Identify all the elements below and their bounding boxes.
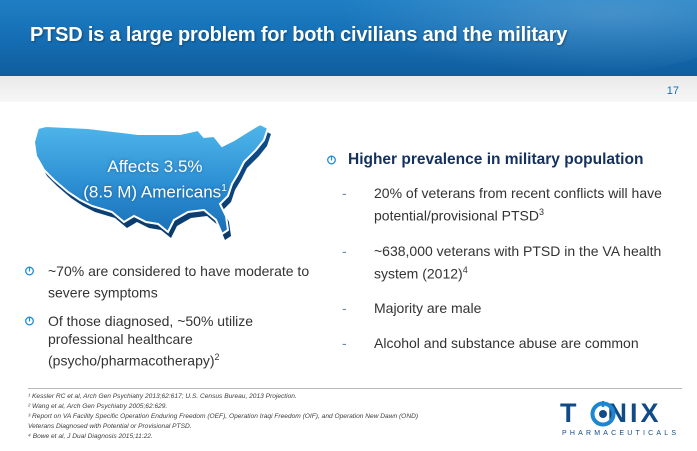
map-caption-line2-wrap: (8.5 M) Americans1 [28, 178, 282, 204]
main-point-text: Higher prevalence in military population [348, 151, 644, 168]
sub-point-text: Alcohol and substance abuse are common [374, 335, 639, 352]
logo-letters-nix: NIX [607, 398, 662, 428]
dash-bullet: - [342, 300, 347, 317]
sub-point-text: 20% of veterans from recent conflicts wi… [374, 185, 662, 224]
title-bar: PTSD is a large problem for both civilia… [0, 0, 697, 76]
usa-map: Affects 3.5% (8.5 M) Americans1 [28, 112, 282, 254]
slide-title: PTSD is a large problem for both civilia… [30, 24, 568, 46]
footnote: ³ Report on VA Facility Specific Operati… [28, 413, 419, 420]
list-item: Of those diagnosed, ~50% utilize profess… [25, 312, 325, 370]
footnote-divider [28, 388, 682, 389]
page-number: 17 [666, 85, 679, 97]
usa-map-icon [32, 122, 271, 240]
map-caption-line2: (8.5 M) Americans [83, 182, 222, 202]
sub-point-ref: 3 [538, 207, 544, 217]
map-caption-ref: 1 [221, 183, 227, 194]
map-caption: Affects 3.5% (8.5 M) Americans1 [28, 156, 282, 204]
bulb-bullet-icon [25, 266, 34, 276]
list-item: - Alcohol and substance abuse are common [342, 334, 687, 353]
bulb-bullet-icon [25, 316, 34, 326]
bulb-bullet-icon [327, 155, 336, 165]
map-caption-line1: Affects 3.5% [107, 157, 203, 176]
compass-o-icon [590, 401, 616, 427]
list-item: - ~638,000 veterans with PTSD in the VA … [342, 242, 687, 284]
logo-wordmark: T NIX [560, 397, 682, 429]
main-point: Higher prevalence in military population [327, 150, 687, 170]
footnote: ¹ Kessler RC et al, Arch Gen Psychiatry … [28, 393, 297, 400]
footnote: ⁴ Bowe et al, J Dual Diagnosis 2015;11:2… [28, 433, 153, 440]
dash-bullet: - [342, 242, 347, 259]
logo-letters: T NIX [560, 398, 662, 429]
sub-point-ref: 4 [462, 264, 468, 275]
left-bullet-list: ~70% are considered to have moderate to … [25, 262, 325, 379]
sub-header-bar [0, 76, 697, 102]
left-bullet-text: ~70% are considered to have moderate to … [48, 263, 310, 301]
logo-tagline: PHARMACEUTICALS [562, 430, 680, 437]
sub-point-text: ~638,000 veterans with PTSD in the VA he… [374, 242, 662, 282]
sub-point-text: Majority are male [374, 300, 482, 317]
left-bullet-text: Of those diagnosed, ~50% utilize profess… [48, 312, 254, 369]
sub-point-list: - 20% of veterans from recent conflicts … [327, 184, 687, 353]
list-item: - Majority are male [342, 299, 687, 318]
footnotes: ¹ Kessler RC et al, Arch Gen Psychiatry … [28, 392, 538, 442]
footnote: ² Wang et al, Arch Gen Psychiatry 2005;6… [28, 403, 168, 410]
right-column: Higher prevalence in military population… [327, 150, 687, 369]
left-bullet-ref: 2 [214, 351, 220, 362]
header-swoosh [317, 0, 697, 76]
dash-bullet: - [342, 185, 347, 201]
list-item: - 20% of veterans from recent conflicts … [342, 184, 687, 226]
list-item: ~70% are considered to have moderate to … [25, 262, 325, 302]
tonix-logo: T NIX PHARMACEUTICALS [560, 397, 682, 445]
footnote: Veterans Diagnosed with Potential or Pro… [28, 423, 192, 430]
dash-bullet: - [342, 335, 347, 352]
logo-letter-t: T [560, 398, 580, 428]
